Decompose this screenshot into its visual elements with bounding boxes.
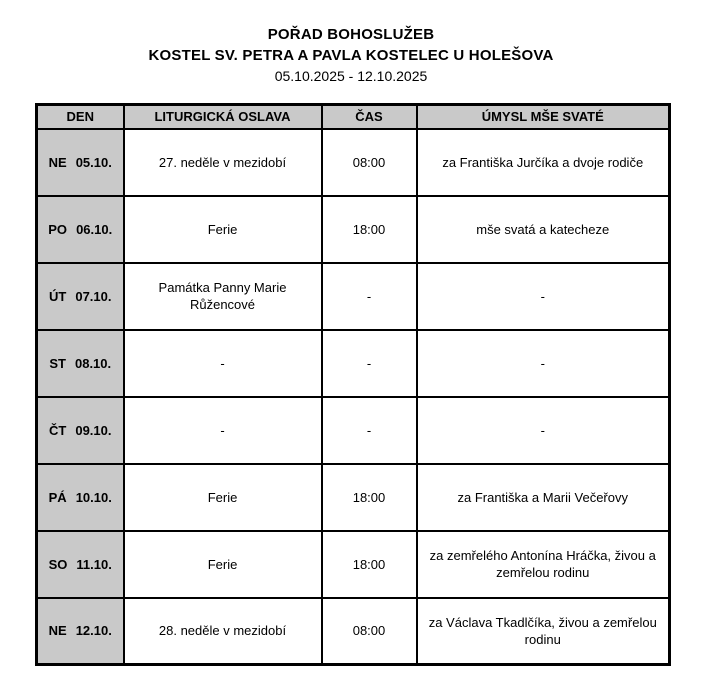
column-header-den: DEN: [35, 103, 125, 130]
day-cell: PÁ 10.10.: [35, 462, 125, 532]
celebration-cell-text: Ferie: [207, 221, 238, 237]
day-abbreviation: NE: [48, 623, 67, 639]
church-name: KOSTEL SV. PETRA A PAVLA KOSTELEC U HOLE…: [148, 47, 554, 64]
column-header-liturgicka-oslava: LITURGICKÁ OSLAVA: [122, 103, 323, 130]
celebration-cell: Ferie: [122, 529, 323, 599]
title-block: POŘAD BOHOSLUŽEB KOSTEL SV. PETRA A PAVL…: [0, 0, 702, 87]
day-abbreviation: ÚT: [49, 288, 67, 304]
table-row: NE 12.10. 28. neděle v mezidobí 08:00 za Vác…: [35, 596, 671, 666]
intention-cell-text: za Františka a Marii Večeřovy: [457, 489, 628, 505]
schedule-table: DEN LITURGICKÁ OSLAVA ČAS ÚMYSL MŠE SVAT…: [35, 103, 671, 666]
celebration-cell-text: -: [220, 422, 225, 438]
day-date: 06.10.: [76, 221, 113, 237]
time-cell: 08:00: [320, 127, 418, 197]
intention-cell: za Václava Tkadlčíka, živou a zemřelou r…: [415, 596, 671, 666]
day-cell: ÚT 07.10.: [35, 261, 125, 331]
header-row: DEN LITURGICKÁ OSLAVA ČAS ÚMYSL MŠE SVAT…: [35, 103, 671, 130]
table-row: PO 06.10. Ferie 18:00 mše svatá a katecheze: [35, 194, 671, 264]
day-cell: SO 11.10.: [35, 529, 125, 599]
celebration-cell-text: Ferie: [207, 489, 238, 505]
celebration-cell-text: Památka Panny Marie Růžencové: [158, 280, 287, 312]
day-abbreviation: PÁ: [48, 489, 67, 505]
day-cell: PO 06.10.: [35, 194, 125, 264]
table-row: ČT 09.10. - - -: [35, 395, 671, 465]
celebration-cell-text: 28. neděle v mezidobí: [158, 623, 287, 639]
day-wrap: ST 08.10.: [44, 356, 117, 371]
day-cell: NE 12.10.: [35, 596, 125, 666]
celebration-cell: Ferie: [122, 194, 323, 264]
celebration-cell: Ferie: [122, 462, 323, 532]
celebration-cell: 28. neděle v mezidobí: [122, 596, 323, 666]
page-title: POŘAD BOHOSLUŽEB: [267, 26, 435, 43]
table-row: ÚT 07.10. Památka Panny Marie Růžencové - -: [35, 261, 671, 331]
table-row: PÁ 10.10. Ferie 18:00 za Františka a Marii V…: [35, 462, 671, 532]
day-wrap: SO 11.10.: [44, 557, 117, 572]
time-cell: 08:00: [320, 596, 418, 666]
intention-cell: -: [415, 328, 671, 398]
time-cell: -: [320, 328, 418, 398]
day-date: 05.10.: [75, 154, 112, 170]
table-row: NE 05.10. 27. neděle v mezidobí 08:00 za Fra…: [35, 127, 671, 197]
column-header-cas: ČAS: [320, 103, 418, 130]
day-date: 10.10.: [75, 489, 112, 505]
time-cell-text: -: [366, 288, 372, 304]
day-wrap: ÚT 07.10.: [44, 289, 117, 304]
day-wrap: PÁ 10.10.: [44, 490, 117, 505]
column-header-umysl-mse-svate: ÚMYSL MŠE SVATÉ: [415, 103, 671, 130]
table-row: SO 11.10. Ferie 18:00 za zemřelého Antonína …: [35, 529, 671, 599]
time-cell-text: 18:00: [352, 221, 386, 237]
day-abbreviation: NE: [48, 154, 67, 170]
time-cell: 18:00: [320, 529, 418, 599]
day-cell: NE 05.10.: [35, 127, 125, 197]
time-cell: -: [320, 395, 418, 465]
day-date: 12.10.: [75, 623, 112, 639]
time-cell: 18:00: [320, 462, 418, 532]
time-cell-text: 08:00: [352, 154, 386, 170]
table-row: ST 08.10. - - -: [35, 328, 671, 398]
time-cell: 18:00: [320, 194, 418, 264]
time-cell-text: -: [366, 422, 372, 438]
celebration-cell: -: [122, 328, 323, 398]
intention-cell-text: za Františka Jurčíka a dvoje rodiče: [442, 154, 644, 170]
celebration-cell-text: -: [220, 355, 225, 371]
day-date: 11.10.: [76, 556, 112, 572]
intention-cell: za Františka Jurčíka a dvoje rodiče: [415, 127, 671, 197]
celebration-cell-text: 27. neděle v mezidobí: [158, 154, 287, 170]
intention-cell-text: -: [540, 422, 545, 438]
intention-cell: za Františka a Marii Večeřovy: [415, 462, 671, 532]
day-wrap: PO 06.10.: [44, 222, 117, 237]
intention-cell-text: za Václava Tkadlčíka, živou a zemřelou r…: [428, 614, 657, 647]
day-cell: ST 08.10.: [35, 328, 125, 398]
day-abbreviation: ST: [49, 355, 66, 371]
time-cell-text: 18:00: [352, 556, 386, 572]
time-cell-text: -: [366, 355, 372, 371]
intention-cell: -: [415, 395, 671, 465]
day-abbreviation: SO: [48, 556, 68, 572]
day-wrap: ČT 09.10.: [44, 423, 117, 438]
celebration-cell-text: Ferie: [207, 556, 238, 572]
day-abbreviation: ČT: [49, 422, 67, 438]
day-date: 07.10.: [75, 288, 112, 304]
day-abbreviation: PO: [48, 221, 68, 237]
intention-cell-text: -: [540, 355, 545, 371]
intention-cell: za zemřelého Antonína Hráčka, živou a ze…: [415, 529, 671, 599]
intention-cell: -: [415, 261, 671, 331]
date-range: 05.10.2025 - 12.10.2025: [274, 68, 428, 84]
celebration-cell: Památka Panny Marie Růžencové: [122, 261, 323, 331]
day-wrap: NE 12.10.: [44, 623, 117, 638]
time-cell: -: [320, 261, 418, 331]
intention-cell-text: za zemřelého Antonína Hráčka, živou a ze…: [429, 548, 656, 580]
time-cell-text: 08:00: [352, 623, 386, 639]
celebration-cell: 27. neděle v mezidobí: [122, 127, 323, 197]
day-date: 09.10.: [75, 422, 112, 438]
intention-cell-text: -: [540, 288, 545, 304]
intention-cell-text: mše svatá a katecheze: [476, 221, 610, 237]
day-date: 08.10.: [74, 355, 112, 371]
day-cell: ČT 09.10.: [35, 395, 125, 465]
celebration-cell: -: [122, 395, 323, 465]
day-wrap: NE 05.10.: [44, 155, 117, 170]
intention-cell: mše svatá a katecheze: [415, 194, 671, 264]
time-cell-text: 18:00: [352, 489, 386, 505]
